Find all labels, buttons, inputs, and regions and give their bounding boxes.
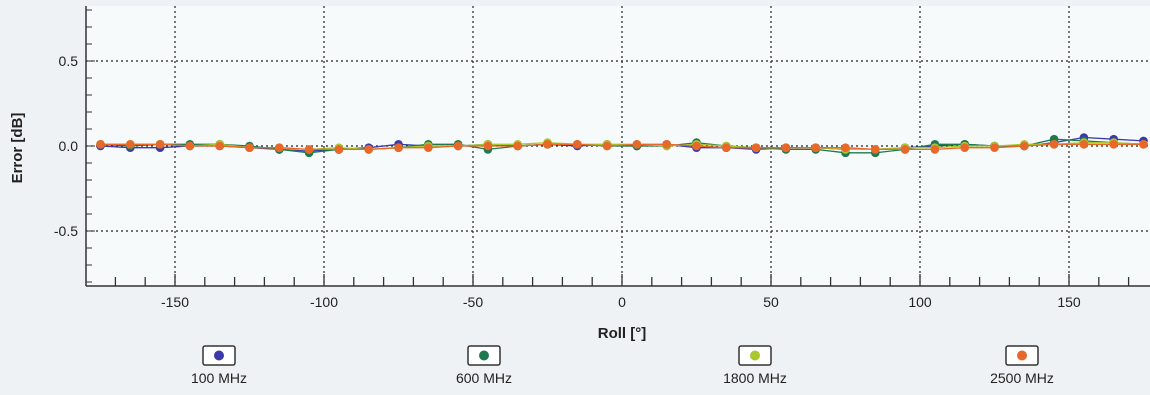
legend: 100 MHz 600 MHz 1800 MHz 2500 MHz <box>191 345 1054 386</box>
legend-item: 100 MHz <box>191 345 247 386</box>
data-point <box>453 141 463 151</box>
data-point <box>1109 140 1118 149</box>
data-point <box>990 143 999 152</box>
data-point <box>781 143 791 152</box>
data-point <box>245 143 254 152</box>
x-tick-label: 50 <box>763 294 779 310</box>
x-tick-label: 0 <box>618 294 626 310</box>
data-point <box>126 140 135 149</box>
legend-marker <box>1017 350 1027 361</box>
y-tick-label: 0.5 <box>59 53 79 69</box>
data-point <box>1020 141 1029 151</box>
legend-item: 600 MHz <box>456 345 512 386</box>
data-point <box>275 143 284 152</box>
data-point <box>1049 140 1059 149</box>
data-point <box>692 141 701 151</box>
data-point <box>751 143 761 152</box>
data-point <box>930 145 940 154</box>
x-tick-label: -100 <box>310 294 338 310</box>
data-point <box>155 140 165 149</box>
data-point <box>662 140 671 149</box>
legend-label: 1800 MHz <box>723 370 787 386</box>
legend-label: 100 MHz <box>191 370 247 386</box>
data-point <box>602 141 612 151</box>
y-axis-label: Error [dB] <box>9 113 26 184</box>
data-point <box>215 141 224 151</box>
data-point <box>513 141 522 151</box>
data-point <box>424 143 433 152</box>
data-point <box>543 140 552 149</box>
data-point <box>1079 140 1089 149</box>
x-tick-label: -150 <box>161 294 189 310</box>
data-point <box>811 143 820 152</box>
data-point <box>960 143 969 152</box>
data-series <box>96 133 1148 158</box>
data-point <box>185 141 195 151</box>
x-tick-label: 150 <box>1057 294 1081 310</box>
data-point <box>722 143 731 152</box>
data-point <box>304 145 314 154</box>
data-point <box>573 140 582 149</box>
data-point <box>334 145 344 154</box>
legend-item: 2500 MHz <box>990 345 1054 386</box>
legend-label: 2500 MHz <box>990 370 1054 386</box>
series-line <box>100 143 1144 151</box>
data-point <box>483 141 493 151</box>
legend-marker <box>214 350 224 361</box>
data-point <box>871 145 880 154</box>
data-point <box>900 145 910 154</box>
axes: 0.5 0.0 -0.5 -150 -100 -50 0 50 100 150 <box>54 6 1150 310</box>
legend-marker <box>750 350 760 361</box>
data-point <box>1139 140 1148 149</box>
x-axis-label: Roll [°] <box>598 325 647 342</box>
legend-item: 1800 MHz <box>723 345 787 386</box>
data-point <box>364 145 374 154</box>
y-tick-label: -0.5 <box>54 223 78 239</box>
series-line <box>100 138 1144 154</box>
x-tick-label: 100 <box>908 294 932 310</box>
legend-label: 600 MHz <box>456 370 512 386</box>
data-point <box>632 140 642 149</box>
data-point <box>394 143 403 152</box>
data-point <box>841 143 850 152</box>
data-point <box>96 140 105 149</box>
legend-marker <box>479 350 489 361</box>
y-tick-label: 0.0 <box>59 138 79 154</box>
x-tick-label: -50 <box>463 294 483 310</box>
